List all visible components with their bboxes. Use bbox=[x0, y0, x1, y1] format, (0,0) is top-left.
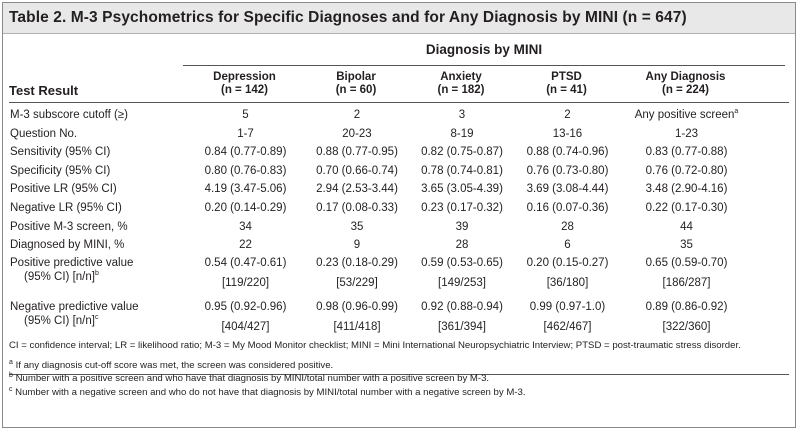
table-row: Question No. 1-7 20-23 8-19 13-16 1-23 bbox=[10, 127, 699, 140]
header-rule bbox=[9, 102, 789, 103]
footnote-c: c Number with a negative screen and who … bbox=[9, 385, 526, 398]
table-row: Sensitivity (95% CI) 0.84 (0.77-0.89) 0.… bbox=[10, 146, 728, 159]
title-bar: Table 2. M-3 Psychometrics for Specific … bbox=[3, 3, 795, 34]
abbreviations-note: CI = confidence interval; LR = likelihoo… bbox=[9, 340, 741, 351]
footnote-a: a If any diagnosis cut-off score was met… bbox=[9, 358, 334, 371]
table-row: Diagnosed by MINI, % 22 9 28 6 35 bbox=[10, 239, 693, 252]
table-row: Negative LR (95% CI) 0.20 (0.14-0.29) 0.… bbox=[10, 201, 728, 214]
column-header-ptsd: PTSD (n = 41) bbox=[546, 71, 587, 96]
table-row: M-3 subscore cutoff (≥) 5 2 3 2 Any posi… bbox=[10, 108, 739, 121]
bottom-rule bbox=[9, 374, 789, 375]
column-header-anxiety: Anxiety (n = 182) bbox=[437, 71, 485, 96]
row-header: Test Result bbox=[9, 83, 79, 98]
column-header-bipolar: Bipolar (n = 60) bbox=[335, 71, 377, 96]
table-body: M-3 subscore cutoff (≥) 5 2 3 2 Any posi… bbox=[9, 106, 789, 343]
table-row: Positive LR (95% CI) 4.19 (3.47-5.06) 2.… bbox=[10, 183, 728, 196]
table-title: Table 2. M-3 Psychometrics for Specific … bbox=[9, 9, 687, 26]
group-rule bbox=[183, 65, 785, 66]
footnote-b: b Number with a positive screen and who … bbox=[9, 371, 490, 384]
table-figure: Table 2. M-3 Psychometrics for Specific … bbox=[2, 2, 796, 428]
table-row-npv: Negative predictive value (95% CI) [n/n]… bbox=[10, 300, 728, 333]
table-notes: CI = confidence interval; LR = likelihoo… bbox=[9, 339, 787, 399]
group-header: Diagnosis by MINI bbox=[425, 42, 543, 57]
table-row: Specificity (95% CI) 0.80 (0.76-0.83) 0.… bbox=[10, 164, 728, 177]
table-row-ppv: Positive predictive value (95% CI) [n/n]… bbox=[10, 256, 728, 289]
table-row: Positive M-3 screen, % 34 35 39 28 44 bbox=[10, 220, 693, 233]
footnote-mark: a bbox=[734, 108, 739, 116]
column-header-depression: Depression (n = 142) bbox=[213, 71, 276, 96]
column-header-any-diagnosis: Any Diagnosis (n = 224) bbox=[645, 71, 726, 96]
